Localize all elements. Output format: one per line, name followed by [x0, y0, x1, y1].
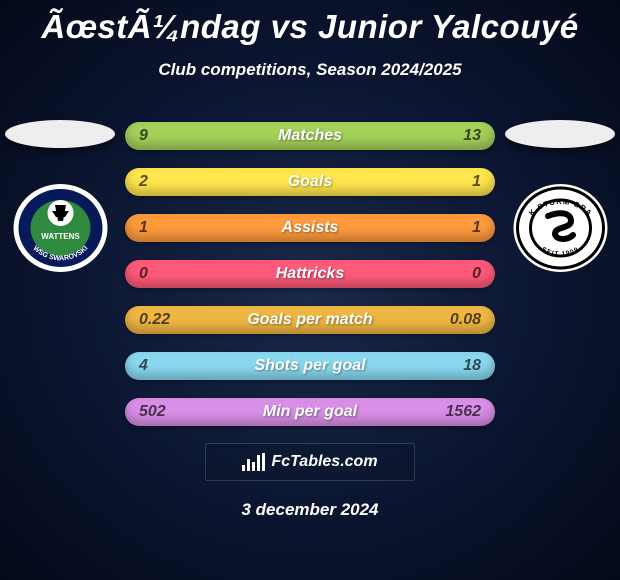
stat-label: Goals per match — [125, 311, 495, 329]
stat-row: 0Hattricks0 — [125, 260, 495, 288]
bar-chart-icon — [242, 453, 265, 471]
svg-text:WATTENS: WATTENS — [41, 232, 80, 241]
stat-label: Matches — [125, 127, 495, 145]
stat-right-value: 13 — [463, 127, 481, 145]
left-player-placeholder — [5, 120, 115, 148]
stat-label: Goals — [125, 173, 495, 191]
stat-label: Hattricks — [125, 265, 495, 283]
right-club-badge: SK STURM GRAZ SEIT 1909 — [513, 183, 608, 273]
watermark: FcTables.com — [205, 443, 415, 481]
left-player-column: WATTENS WSG SWAROVSKI — [0, 120, 120, 273]
stat-row: 2Goals1 — [125, 168, 495, 196]
wattens-badge-icon: WATTENS WSG SWAROVSKI — [13, 183, 108, 273]
stat-right-value: 0.08 — [450, 311, 481, 329]
stat-right-value: 1562 — [445, 403, 481, 421]
right-player-column: SK STURM GRAZ SEIT 1909 — [500, 120, 620, 273]
stat-row: 502Min per goal1562 — [125, 398, 495, 426]
watermark-text: FcTables.com — [271, 453, 377, 471]
page-title: ÃœstÃ¼ndag vs Junior Yalcouyé — [0, 0, 620, 46]
stat-row: 1Assists1 — [125, 214, 495, 242]
stat-right-value: 1 — [472, 219, 481, 237]
stat-label: Shots per goal — [125, 357, 495, 375]
right-player-placeholder — [505, 120, 615, 148]
sturm-graz-badge-icon: SK STURM GRAZ SEIT 1909 — [513, 183, 608, 273]
stat-right-value: 0 — [472, 265, 481, 283]
date-text: 3 december 2024 — [0, 500, 620, 520]
stat-row: 9Matches13 — [125, 122, 495, 150]
stat-row: 4Shots per goal18 — [125, 352, 495, 380]
subtitle: Club competitions, Season 2024/2025 — [0, 60, 620, 80]
stat-right-value: 18 — [463, 357, 481, 375]
stat-right-value: 1 — [472, 173, 481, 191]
stat-label: Assists — [125, 219, 495, 237]
stat-label: Min per goal — [125, 403, 495, 421]
left-club-badge: WATTENS WSG SWAROVSKI — [13, 183, 108, 273]
stat-row: 0.22Goals per match0.08 — [125, 306, 495, 334]
stats-rows: 9Matches132Goals11Assists10Hattricks00.2… — [125, 122, 495, 444]
